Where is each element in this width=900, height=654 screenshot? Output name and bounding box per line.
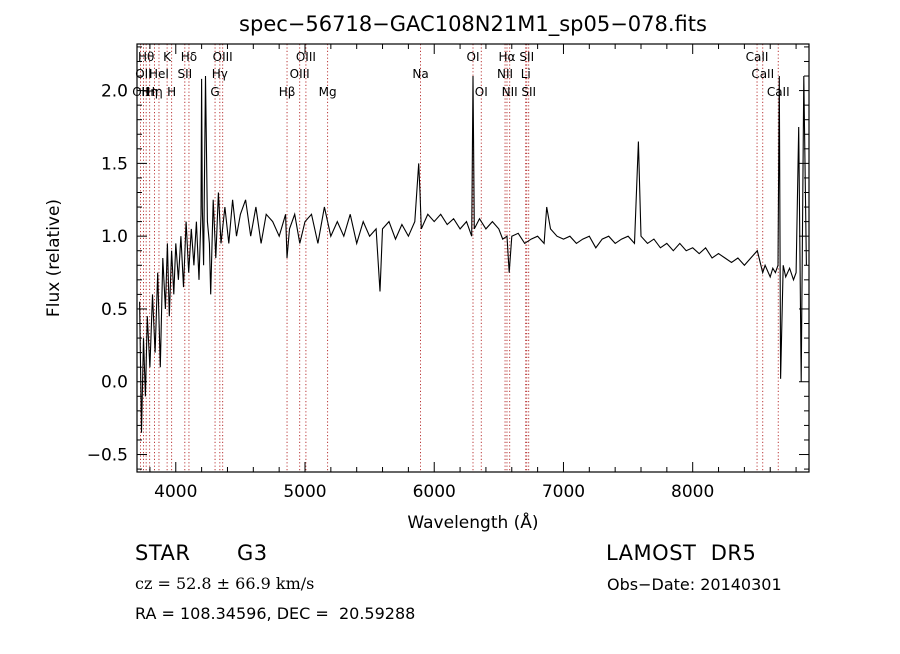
y-axis-ticks: −0.5 0.0 0.5 1.0 1.5 2.0 bbox=[87, 46, 809, 470]
y-tick-label: 2.0 bbox=[101, 82, 128, 102]
spectral-line-label: CaII bbox=[746, 50, 769, 64]
chart-title: spec−56718−GAC108N21M1_sp05−078.fits bbox=[239, 12, 707, 37]
spectral-line-label: G bbox=[210, 85, 219, 99]
spectral-line-label: SII bbox=[177, 67, 192, 81]
spectral-line-label: OIII bbox=[296, 50, 316, 64]
spectral-line-label: Mg bbox=[319, 85, 337, 99]
spectral-line-label: Hη bbox=[146, 85, 163, 99]
spectral-line-label: SII bbox=[521, 85, 536, 99]
redshift-cz: cz = 52.8 ± 66.9 km/s bbox=[135, 574, 315, 593]
spectral-line-label: H bbox=[167, 85, 176, 99]
spectral-line-label: Hβ bbox=[279, 85, 296, 99]
spectral-line-markers bbox=[140, 44, 779, 472]
y-tick-label: 1.5 bbox=[101, 154, 128, 174]
x-tick-label: 5000 bbox=[283, 482, 326, 502]
plot-frame bbox=[136, 43, 810, 473]
spectrum-series-line bbox=[139, 75, 807, 433]
x-axis-label: Wavelength (Å) bbox=[407, 511, 538, 533]
x-tick-label: 4000 bbox=[154, 482, 197, 502]
spectral-line-label: OIII bbox=[213, 50, 233, 64]
spectral-line-label: OI bbox=[475, 85, 488, 99]
spectral-line-label: Hθ bbox=[138, 50, 154, 64]
spectral-line-label: CaII bbox=[751, 67, 774, 81]
spectral-line-label: NII bbox=[497, 67, 513, 81]
spectral-line-label: Hη bbox=[141, 85, 158, 99]
object-subclass: G3 bbox=[237, 541, 268, 565]
spectral-line-label: OII bbox=[135, 67, 152, 81]
x-tick-label: 8000 bbox=[671, 482, 714, 502]
y-tick-label: −0.5 bbox=[87, 446, 128, 466]
spectral-line-label: HeI bbox=[149, 67, 169, 81]
spectral-line-label: K bbox=[163, 50, 172, 64]
survey-name: LAMOST DR5 bbox=[606, 541, 757, 565]
object-class: STAR bbox=[135, 541, 191, 565]
spectral-line-label: SII bbox=[519, 50, 534, 64]
y-tick-label: 0.5 bbox=[101, 300, 128, 320]
x-tick-label: 6000 bbox=[413, 482, 456, 502]
spectral-line-label: Na bbox=[412, 67, 428, 81]
spectral-line-label: Hγ bbox=[212, 67, 228, 81]
spectral-line-label: CaII bbox=[767, 85, 790, 99]
x-axis-ticks: 4000 5000 6000 7000 8000 bbox=[149, 44, 797, 502]
observation-date: Obs−Date: 20140301 bbox=[607, 575, 782, 594]
x-tick-label: 7000 bbox=[542, 482, 585, 502]
spectral-line-label: Hα bbox=[499, 50, 516, 64]
y-tick-label: 1.0 bbox=[101, 227, 128, 247]
spectral-line-label: OII bbox=[132, 85, 149, 99]
spectral-line-label: NII bbox=[502, 85, 518, 99]
y-tick-label: 0.0 bbox=[101, 373, 128, 393]
spectral-line-label: OI bbox=[467, 50, 480, 64]
spectral-line-label: OIII bbox=[290, 67, 310, 81]
spectral-line-label: Li bbox=[521, 67, 531, 81]
spectral-line-label: Hδ bbox=[181, 50, 197, 64]
y-axis-label: Flux (relative) bbox=[44, 199, 64, 317]
coordinates: RA = 108.34596, DEC = 20.59288 bbox=[135, 604, 416, 623]
spectral-line-labels: OIIOIIHθHηHηHeIKHSIIHδGHγOIIIHβOIIIOIIIM… bbox=[132, 50, 789, 99]
